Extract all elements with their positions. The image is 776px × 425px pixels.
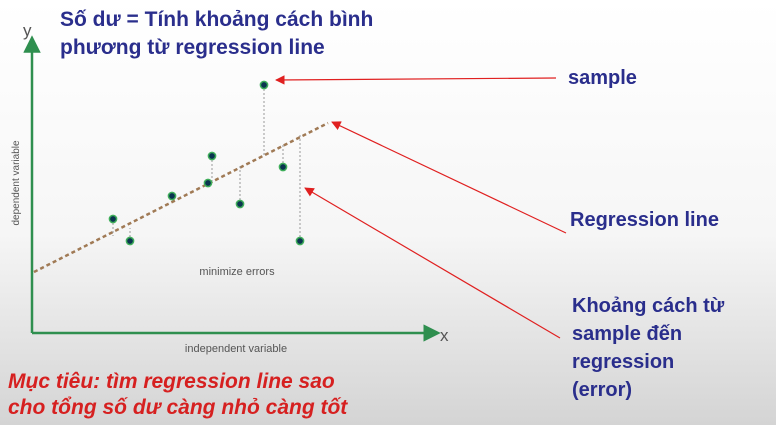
sample-points: [108, 80, 305, 246]
y-axis-label: dependent variable: [11, 140, 22, 226]
sample-point: [295, 236, 305, 246]
x-axis-label: independent variable: [185, 343, 287, 355]
sample-point: [235, 199, 245, 209]
sample-arrow: [275, 75, 557, 85]
error-distance-label: Khoảng cách từ sample đến regression (er…: [572, 295, 725, 401]
diagram-title: Số dư = Tính khoảng cách bình phương từ …: [60, 8, 374, 59]
error-arrow: [304, 187, 561, 339]
sample-point: [108, 214, 118, 224]
minimize-errors-note: minimize errors: [199, 266, 275, 278]
sample-point: [207, 151, 217, 161]
sample-point: [125, 236, 135, 246]
y-axis-letter: y: [23, 21, 32, 40]
sample-point: [167, 191, 177, 201]
sample-point: [278, 162, 288, 172]
regression-line: [33, 121, 329, 274]
regression-line-label: Regression line: [570, 209, 719, 231]
sample-label: sample: [568, 67, 637, 89]
sample-point: [259, 80, 269, 90]
goal-statement: Mục tiêu: tìm regression line sao cho tổ…: [8, 370, 348, 419]
regression-arrow: [331, 121, 567, 234]
sample-point: [203, 178, 213, 188]
x-axis-letter: x: [440, 326, 449, 345]
